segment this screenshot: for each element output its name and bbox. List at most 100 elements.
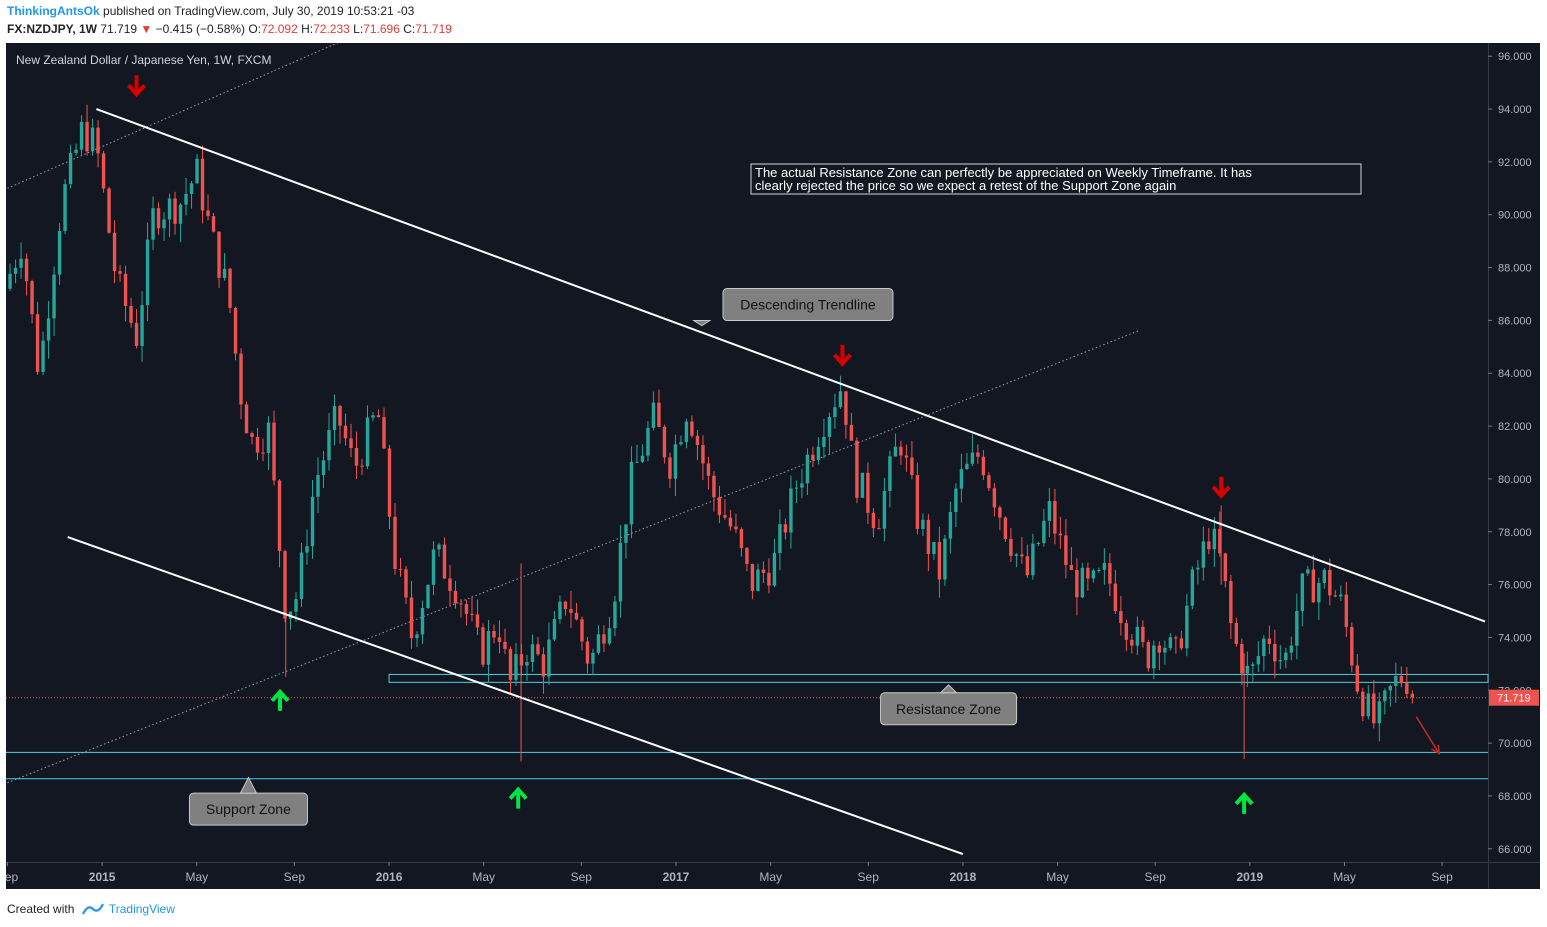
candle-body — [1157, 645, 1162, 653]
candle — [926, 514, 931, 572]
candle-body — [1113, 583, 1118, 612]
candle-body — [189, 183, 194, 194]
candle-body — [228, 268, 232, 308]
descending-trendline — [96, 108, 1486, 623]
candle-body — [1097, 569, 1101, 571]
candle-body — [662, 426, 667, 458]
candle-body — [1333, 595, 1338, 597]
candle-body — [178, 204, 183, 224]
candle — [409, 581, 414, 649]
footer: Created with TradingView — [7, 902, 175, 916]
y-tick-label: 96.000 — [1498, 51, 1532, 63]
candle-body — [24, 258, 29, 282]
price-chart[interactable]: 96.000 94.000 92.000 90.000 88.000 86.000 84.0… — [6, 43, 1540, 889]
candle — [1361, 687, 1365, 722]
candle-body — [464, 604, 469, 614]
candle — [1185, 593, 1189, 657]
candle — [673, 434, 678, 497]
author-link[interactable]: ThinkingAntsOk — [7, 4, 100, 18]
close-value: 71.719 — [415, 22, 452, 36]
candle — [453, 580, 458, 609]
candle — [910, 441, 914, 480]
candle — [833, 393, 837, 429]
candle-body — [453, 590, 458, 604]
candle — [794, 480, 799, 504]
candle-body — [35, 314, 40, 373]
chart-container[interactable]: 96.000 94.000 92.000 90.000 88.000 86.000 84.0… — [6, 43, 1540, 889]
candle-body — [1179, 638, 1184, 649]
candle-body — [475, 614, 480, 628]
candle-body — [767, 572, 771, 586]
candle — [1344, 582, 1349, 638]
candle — [1355, 653, 1360, 695]
candle-body — [855, 440, 859, 498]
candle — [613, 595, 617, 637]
candle — [558, 595, 562, 624]
candle-body — [420, 608, 425, 635]
candle-body — [646, 427, 650, 456]
support-zone-label-tail — [239, 776, 258, 794]
candle-body — [981, 456, 986, 476]
candle-body — [41, 340, 45, 373]
candle-body — [1014, 554, 1019, 556]
candle — [1064, 519, 1068, 579]
candle-body — [778, 524, 782, 553]
symbol[interactable]: FX:NZDJPY, 1W — [7, 22, 98, 36]
candle-body — [921, 519, 925, 529]
candle-body — [244, 404, 249, 434]
candle-body — [30, 281, 34, 315]
candle — [596, 625, 601, 655]
candle-body — [8, 273, 12, 289]
red-down-arrow-icon — [127, 75, 147, 98]
candle — [580, 616, 584, 651]
candle — [24, 253, 29, 296]
candle — [1020, 536, 1024, 564]
x-tick-label: May — [1333, 870, 1356, 884]
candle — [46, 300, 51, 359]
candle-body — [849, 424, 854, 441]
candle — [178, 202, 183, 243]
red-down-arrow-icon — [1211, 476, 1231, 499]
y-tick-label: 90.000 — [1498, 210, 1532, 222]
candle — [1141, 620, 1145, 648]
candle-body — [728, 517, 733, 527]
candle — [1152, 640, 1156, 680]
candle-body — [343, 425, 348, 439]
tradingview-brand-link[interactable]: TradingView — [108, 902, 175, 916]
candle-body — [151, 208, 155, 240]
candle — [283, 549, 287, 623]
candle — [514, 642, 518, 687]
high-label: H: — [301, 22, 314, 36]
candle-body — [684, 421, 689, 443]
candle-body — [327, 430, 331, 461]
candle — [184, 177, 188, 216]
x-tick-label: Sep — [1431, 870, 1453, 884]
red-down-arrow-icon-head — [127, 83, 147, 98]
candle — [217, 231, 221, 288]
candle-body — [1295, 611, 1299, 646]
candle-body — [442, 544, 447, 579]
candle-body — [877, 528, 881, 530]
candle-body — [882, 490, 887, 529]
y-tick-label: 80.000 — [1498, 474, 1532, 486]
candle-body — [706, 463, 711, 476]
candle — [1322, 568, 1327, 589]
candle-body — [1361, 691, 1365, 717]
candle — [404, 566, 408, 604]
candle-body — [1119, 611, 1123, 624]
candle — [107, 186, 111, 234]
candle-body — [1124, 623, 1129, 640]
candle — [1317, 577, 1321, 620]
candle — [1025, 544, 1030, 578]
candle-body — [459, 603, 463, 605]
candle — [750, 563, 755, 600]
candle — [1086, 562, 1090, 591]
open-value: 72.092 — [261, 22, 298, 36]
candle — [332, 394, 337, 446]
candle-body — [261, 452, 265, 454]
candle-body — [948, 512, 953, 539]
tradingview-logo-icon — [81, 903, 104, 915]
candle — [294, 592, 298, 622]
candle — [1031, 533, 1035, 580]
candle-body — [85, 121, 89, 152]
